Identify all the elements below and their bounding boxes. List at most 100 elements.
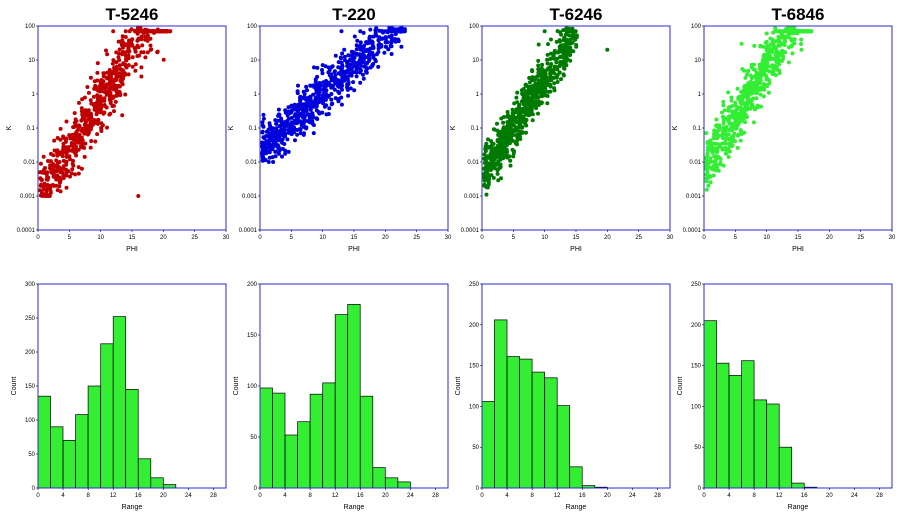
data-point — [333, 53, 338, 58]
plot-frame — [481, 283, 671, 489]
x-tick-label: 10 — [97, 235, 104, 241]
data-point — [376, 64, 381, 69]
y-tick-label: 150 — [469, 364, 480, 370]
data-point — [266, 149, 271, 154]
data-point — [735, 119, 740, 124]
data-point — [555, 67, 560, 72]
data-point — [91, 103, 96, 108]
data-point — [315, 65, 320, 70]
data-point — [72, 124, 77, 129]
data-point — [705, 160, 710, 165]
data-point — [511, 154, 516, 159]
data-point — [61, 136, 66, 140]
data-point — [279, 118, 284, 123]
y-tick-label: 0.01 — [23, 160, 35, 166]
data-point — [64, 119, 69, 124]
x-tick-label: 12 — [776, 493, 783, 499]
data-point — [351, 80, 356, 85]
x-tick-label: 12 — [554, 493, 561, 499]
data-point — [95, 101, 100, 106]
y-tick-label: 0.1 — [249, 126, 258, 132]
data-point — [57, 178, 62, 183]
data-point — [376, 38, 381, 42]
data-point — [376, 46, 381, 51]
data-point — [748, 106, 753, 111]
data-point — [799, 37, 804, 42]
data-point — [754, 96, 759, 101]
data-point — [570, 26, 575, 31]
data-point — [501, 120, 506, 125]
data-point — [139, 74, 144, 79]
histogram-bar — [556, 405, 571, 489]
data-point — [704, 131, 709, 136]
data-point — [57, 160, 62, 164]
data-point — [117, 63, 122, 68]
data-point — [764, 73, 768, 78]
data-point — [721, 103, 726, 108]
data-point — [102, 103, 107, 107]
data-point — [555, 72, 560, 77]
y-tick-label: 200 — [691, 323, 702, 329]
data-point — [105, 89, 110, 94]
data-point — [539, 83, 544, 88]
data-point — [348, 57, 352, 62]
data-point — [374, 33, 379, 38]
data-point — [536, 67, 541, 72]
x-tick-label: 16 — [135, 493, 142, 499]
data-point — [536, 42, 541, 47]
data-point — [265, 145, 270, 150]
data-point — [98, 82, 103, 87]
data-point — [520, 92, 525, 97]
data-point — [554, 39, 559, 44]
data-point — [274, 126, 279, 131]
data-point — [805, 29, 810, 34]
data-point — [771, 71, 776, 76]
data-point — [777, 52, 782, 57]
data-point — [298, 131, 303, 136]
data-point — [277, 147, 282, 152]
histogram-bar — [791, 482, 805, 489]
data-point — [368, 46, 373, 51]
data-point — [706, 183, 711, 188]
data-point — [58, 126, 63, 131]
data-point — [399, 44, 404, 49]
data-point — [273, 149, 278, 154]
data-point — [573, 37, 578, 42]
data-point — [297, 127, 302, 131]
data-point — [774, 54, 779, 59]
x-axis-label: Range — [788, 504, 809, 511]
data-point — [72, 141, 77, 146]
data-point — [729, 95, 734, 100]
data-point — [132, 46, 137, 50]
data-point — [738, 128, 743, 133]
histogram-bar — [753, 399, 767, 489]
data-point — [499, 176, 503, 181]
data-point — [95, 78, 100, 83]
data-point — [529, 77, 534, 82]
x-tick-label: 20 — [826, 493, 833, 499]
data-point — [41, 170, 46, 175]
data-point — [58, 189, 63, 194]
data-point — [161, 57, 166, 62]
data-point — [92, 107, 97, 112]
data-point — [58, 137, 63, 142]
data-point — [543, 74, 548, 79]
data-point — [293, 121, 298, 126]
data-point — [320, 68, 324, 72]
data-point — [260, 157, 265, 162]
data-point — [708, 138, 713, 143]
data-point — [567, 33, 572, 38]
data-point — [301, 113, 306, 118]
data-point — [79, 118, 84, 123]
data-point — [77, 124, 82, 129]
data-point — [367, 40, 372, 45]
data-point — [276, 107, 281, 112]
data-point — [776, 58, 781, 63]
data-point — [704, 187, 709, 192]
data-point — [505, 114, 510, 119]
data-point — [526, 100, 531, 105]
data-point — [389, 38, 394, 43]
data-point — [498, 149, 503, 154]
x-axis-label: PHI — [348, 246, 360, 253]
data-point — [489, 144, 494, 149]
